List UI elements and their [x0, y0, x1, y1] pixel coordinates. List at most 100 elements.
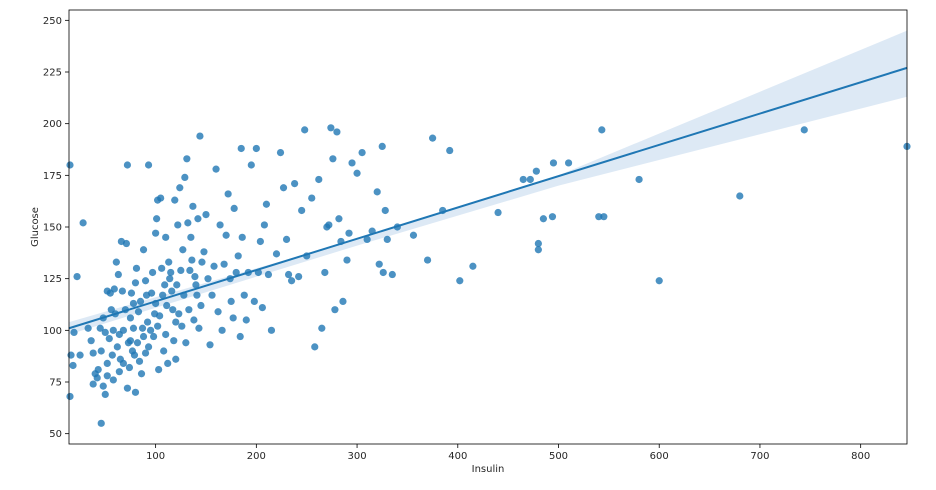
data-point [247, 161, 255, 169]
data-point [388, 270, 396, 279]
data-point [381, 206, 389, 215]
data-point [635, 175, 643, 184]
data-point [177, 266, 185, 274]
data-point [331, 306, 339, 314]
data-point [122, 239, 131, 248]
data-point [115, 368, 123, 376]
y-tick-label: 175 [43, 171, 62, 182]
data-point [164, 359, 172, 367]
data-point [252, 144, 260, 153]
data-point [112, 258, 120, 266]
data-point [173, 281, 181, 289]
data-point [114, 270, 122, 279]
data-point [595, 213, 603, 221]
data-point [123, 161, 132, 169]
data-point [315, 175, 323, 184]
data-point [224, 190, 232, 198]
x-tick-label: 800 [851, 451, 870, 462]
data-point [383, 235, 391, 243]
x-tick-label: 500 [549, 451, 568, 462]
data-point [218, 326, 226, 334]
data-point [220, 260, 228, 268]
data-point [94, 366, 102, 374]
data-point [272, 250, 281, 258]
data-point [89, 380, 97, 388]
data-point [84, 324, 92, 332]
data-point [379, 268, 387, 277]
data-point [166, 275, 174, 283]
data-point [129, 324, 138, 332]
data-point [144, 161, 153, 169]
data-point [345, 229, 353, 237]
data-point [539, 215, 547, 223]
data-point [519, 175, 527, 184]
data-point [110, 285, 118, 293]
data-point [325, 221, 333, 229]
data-point [655, 277, 663, 285]
data-point [375, 260, 383, 268]
data-point [139, 332, 148, 341]
data-point [133, 339, 142, 347]
y-tick-label: 125 [43, 274, 62, 285]
data-point [308, 194, 316, 202]
data-point [147, 289, 156, 297]
data-point [146, 326, 155, 334]
data-point [230, 204, 238, 212]
data-point [301, 126, 309, 134]
data-point [378, 142, 386, 150]
data-point [284, 270, 293, 279]
data-point [240, 291, 248, 299]
data-point [141, 349, 150, 357]
x-tick-label: 200 [247, 451, 266, 462]
data-point [158, 264, 166, 272]
data-point [321, 268, 329, 277]
data-point [194, 215, 202, 223]
data-point [446, 146, 454, 155]
y-tick-label: 75 [49, 378, 62, 389]
data-point [160, 347, 168, 355]
data-point [526, 175, 534, 184]
data-point [335, 215, 343, 223]
data-point [168, 287, 176, 295]
data-point [159, 291, 167, 299]
data-point [214, 308, 222, 316]
data-point [234, 252, 242, 260]
data-point [179, 246, 187, 254]
x-axis-label: Insulin [472, 464, 505, 475]
data-point [429, 134, 437, 142]
data-point [182, 339, 190, 347]
data-point [154, 322, 162, 330]
data-point [237, 144, 245, 153]
data-point [174, 221, 182, 229]
data-point [184, 219, 192, 227]
data-point [222, 231, 230, 239]
data-point [204, 275, 212, 283]
data-point [167, 268, 175, 277]
data-point [181, 173, 189, 181]
y-tick-label: 200 [43, 119, 62, 130]
data-point [532, 167, 540, 175]
y-tick-label: 250 [43, 16, 62, 27]
data-point [197, 301, 205, 310]
y-axis-ticks: 50 75 100 125 150 175 200 225 250 [43, 16, 69, 440]
data-point [178, 322, 186, 330]
data-point [162, 330, 170, 339]
data-point [295, 273, 303, 281]
scatter-points-layer [66, 124, 911, 427]
data-point [329, 155, 337, 163]
data-point [141, 277, 150, 285]
data-point [469, 262, 477, 270]
y-tick-label: 150 [43, 223, 62, 234]
data-point [327, 124, 335, 132]
data-point [339, 297, 347, 305]
data-point [66, 161, 74, 169]
y-axis-label: Glucose [30, 207, 41, 247]
data-point [137, 370, 146, 378]
data-point [103, 372, 111, 380]
data-point [191, 273, 199, 281]
data-point [800, 126, 808, 134]
data-point [143, 318, 152, 326]
data-point [134, 308, 143, 316]
data-point [162, 233, 170, 241]
data-point [494, 208, 502, 217]
